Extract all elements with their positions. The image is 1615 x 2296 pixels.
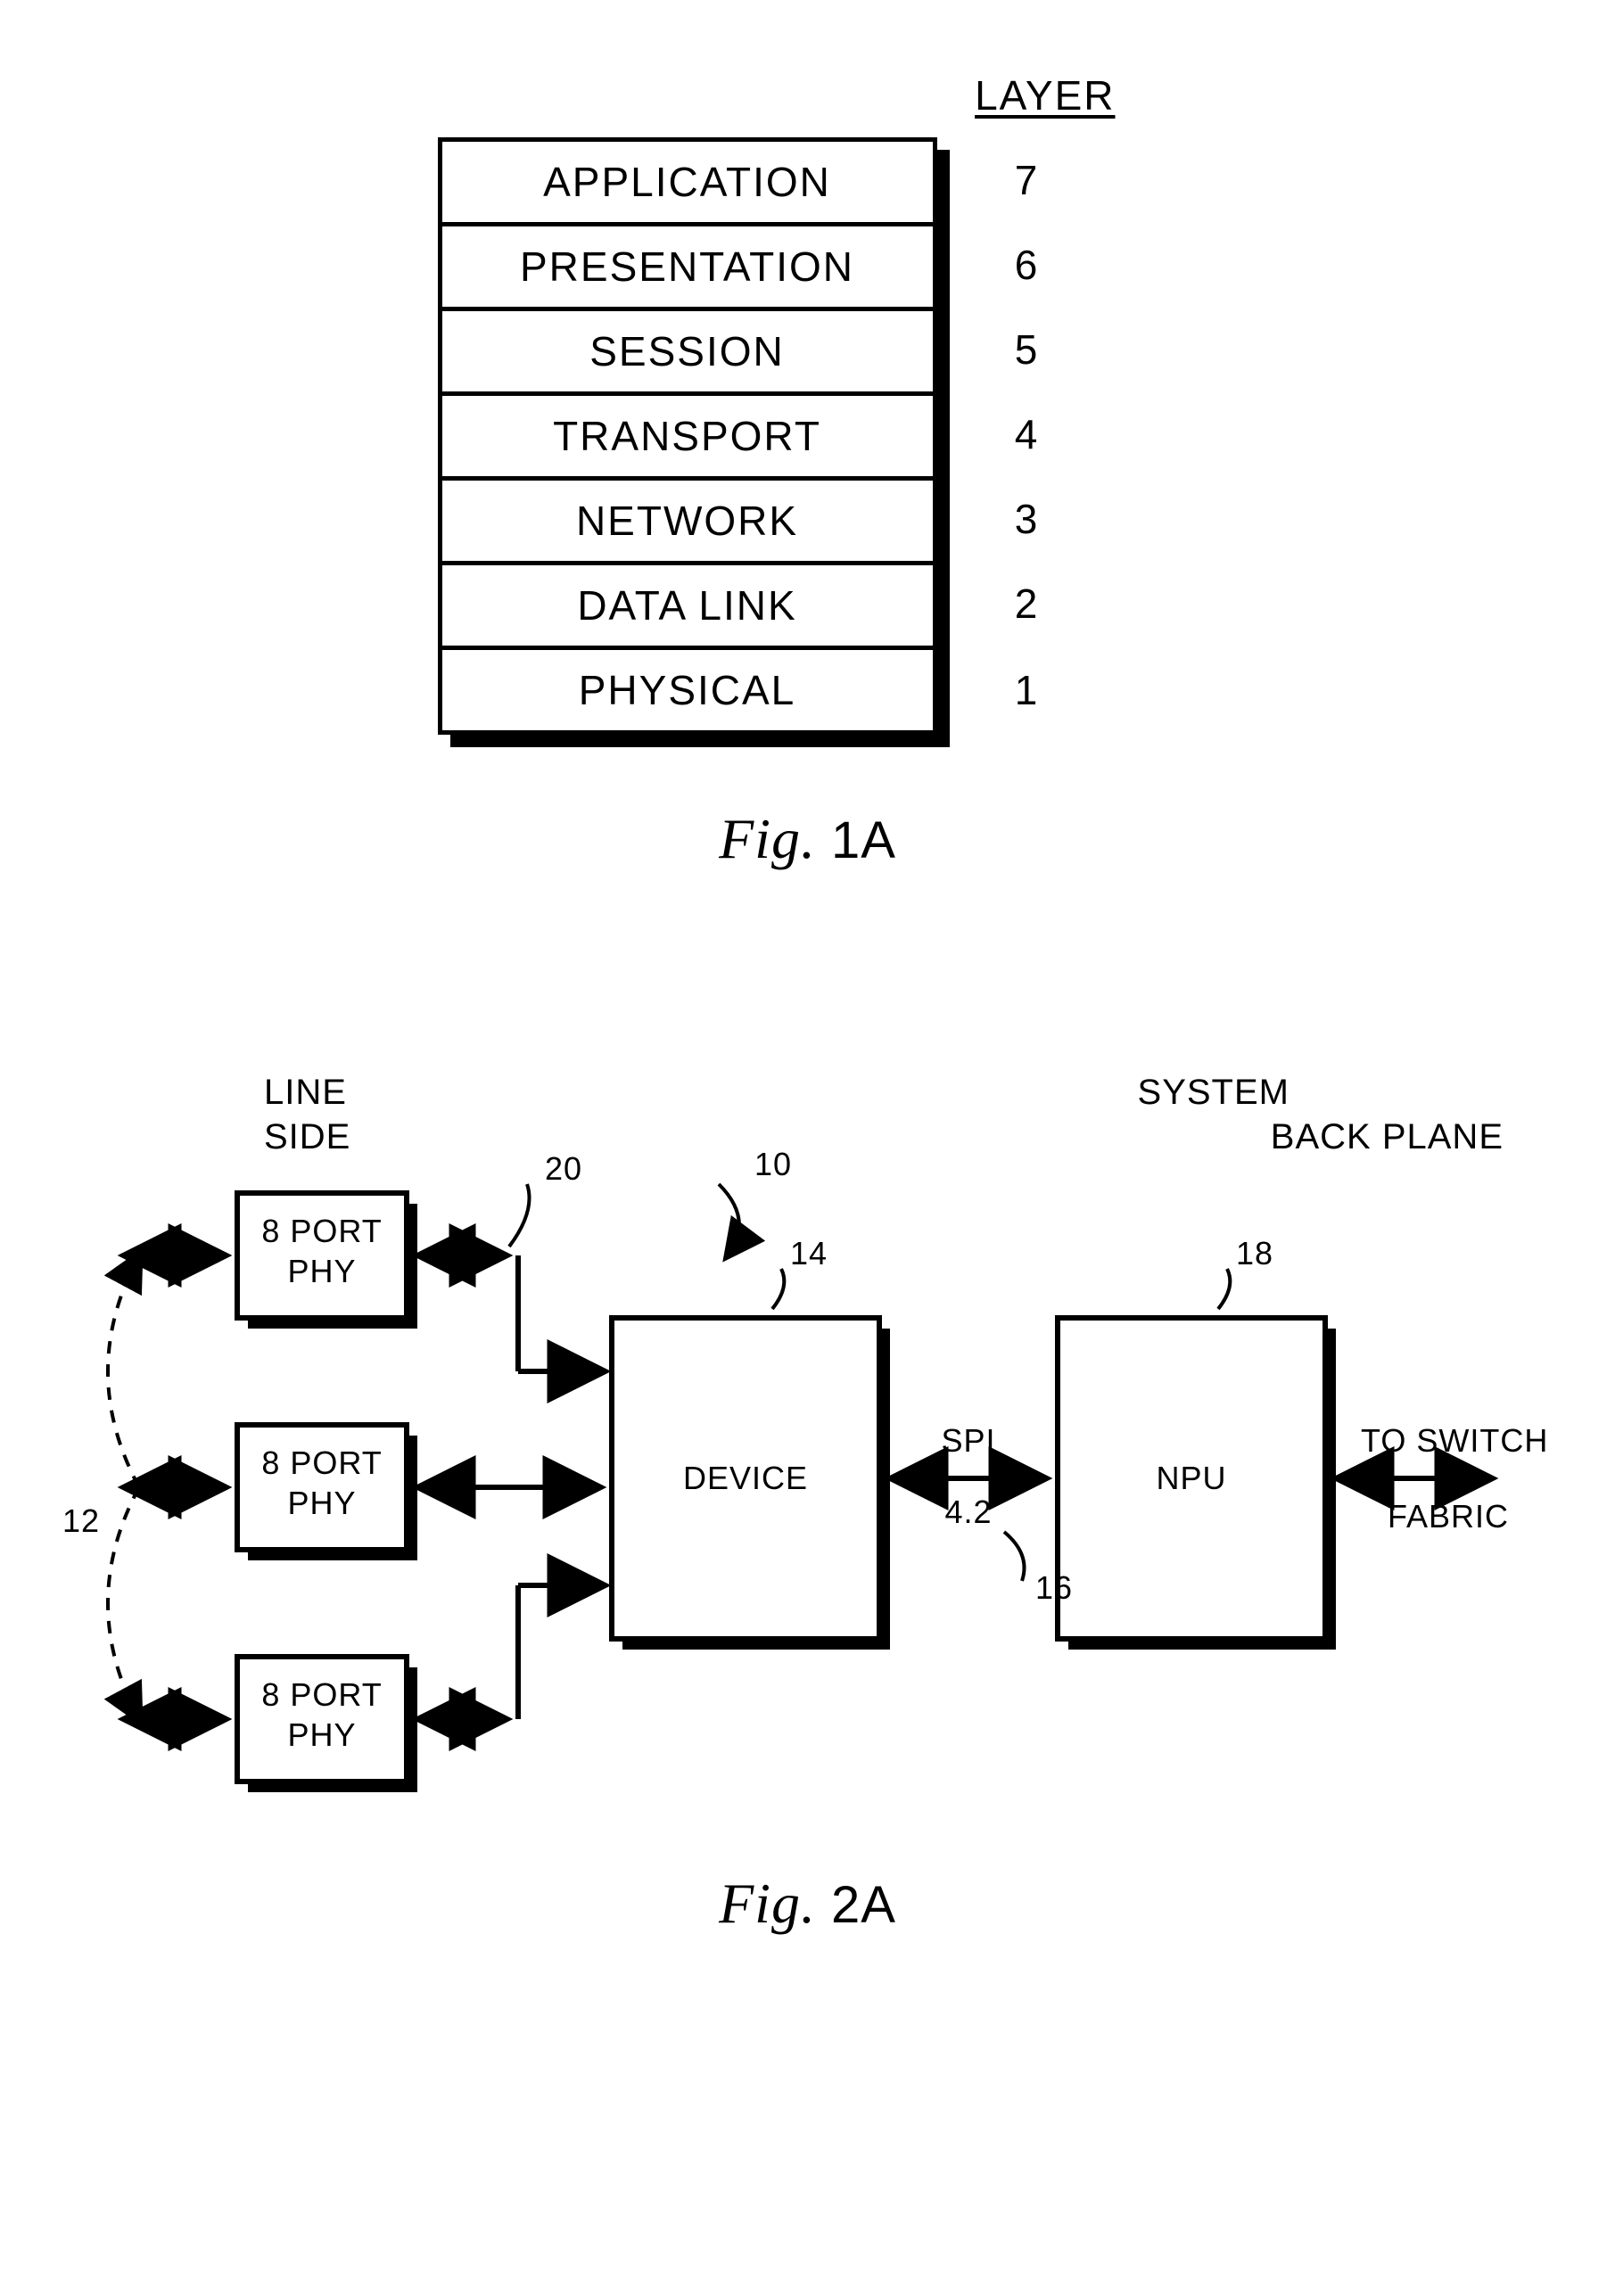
osi-num: 4 — [937, 410, 1116, 458]
ref12-arc-bot — [108, 1487, 139, 1719]
figure-1a-caption: Fig. 1A — [719, 806, 896, 872]
table-row: NETWORK 3 — [438, 476, 1178, 561]
table-row: TRANSPORT 4 — [438, 391, 1178, 476]
line-side-text: SIDE — [264, 1117, 350, 1156]
phy-label: 8 PORT — [261, 1213, 382, 1249]
phy-label: 8 PORT — [261, 1444, 382, 1481]
ref-20: 20 — [545, 1150, 582, 1187]
ref-14: 14 — [790, 1235, 828, 1271]
table-row: PHYSICAL 1 — [438, 646, 1178, 735]
ref-16: 16 — [1035, 1569, 1073, 1606]
device-label: DEVICE — [682, 1460, 807, 1496]
layer-header: LAYER — [438, 71, 1178, 119]
line-side-text: LINE — [264, 1073, 347, 1112]
figure-2a: 8 PORTPHY8 PORTPHY8 PORTPHYDEVICENPUSPI4… — [36, 1041, 1579, 1937]
table-row: APPLICATION 7 — [438, 137, 1178, 222]
table-row: PRESENTATION 6 — [438, 222, 1178, 307]
osi-num: 2 — [937, 580, 1116, 628]
osi-num: 6 — [937, 241, 1116, 289]
osi-cell: APPLICATION — [438, 137, 937, 222]
spi-ver-text: 4.2 — [944, 1494, 992, 1530]
phy-label: 8 PORT — [261, 1676, 382, 1713]
osi-cell: PRESENTATION — [438, 222, 937, 307]
osi-cell: PHYSICAL — [438, 646, 937, 735]
block-diagram-svg: 8 PORTPHY8 PORTPHY8 PORTPHYDEVICENPUSPI4… — [41, 1041, 1575, 1844]
to-switch-text: TO SWITCH — [1361, 1422, 1548, 1459]
caption-prefix: Fig. — [719, 1872, 831, 1935]
phy-label: PHY — [287, 1253, 356, 1289]
caption-number: 1A — [831, 811, 896, 869]
figure-2a-caption: Fig. 2A — [719, 1871, 896, 1937]
ref20-leader — [509, 1184, 530, 1247]
osi-cell: SESSION — [438, 307, 937, 391]
npu-label: NPU — [1156, 1460, 1226, 1496]
osi-num: 7 — [937, 156, 1116, 204]
ref18-leader — [1218, 1269, 1230, 1309]
ref-12: 12 — [62, 1502, 99, 1539]
ref-10: 10 — [754, 1146, 792, 1182]
back-plane-text: SYSTEM — [1137, 1073, 1289, 1112]
osi-table: APPLICATION 7 PRESENTATION 6 SESSION 5 T… — [438, 137, 1178, 735]
table-row: SESSION 5 — [438, 307, 1178, 391]
spi-text: SPI — [941, 1422, 995, 1459]
ref14-leader — [772, 1269, 784, 1309]
ref-18: 18 — [1236, 1235, 1273, 1271]
osi-num: 3 — [937, 495, 1116, 543]
osi-num: 5 — [937, 325, 1116, 374]
ref12-arc-top — [108, 1255, 139, 1487]
caption-number: 2A — [831, 1876, 896, 1934]
osi-num: 1 — [937, 666, 1116, 714]
osi-cell: NETWORK — [438, 476, 937, 561]
table-row: DATA LINK 2 — [438, 561, 1178, 646]
ref16-leader — [1004, 1532, 1025, 1581]
phy-label: PHY — [287, 1485, 356, 1521]
osi-cell: DATA LINK — [438, 561, 937, 646]
layer-header-text: LAYER — [975, 71, 1115, 119]
caption-prefix: Fig. — [719, 807, 831, 870]
ref10-leader — [719, 1184, 739, 1255]
figure-1a: LAYER APPLICATION 7 PRESENTATION 6 SESSI… — [438, 71, 1178, 872]
osi-cell: TRANSPORT — [438, 391, 937, 476]
phy-label: PHY — [287, 1716, 356, 1753]
back-plane-text: BACK PLANE — [1270, 1117, 1503, 1156]
fabric-text: FABRIC — [1388, 1498, 1509, 1535]
